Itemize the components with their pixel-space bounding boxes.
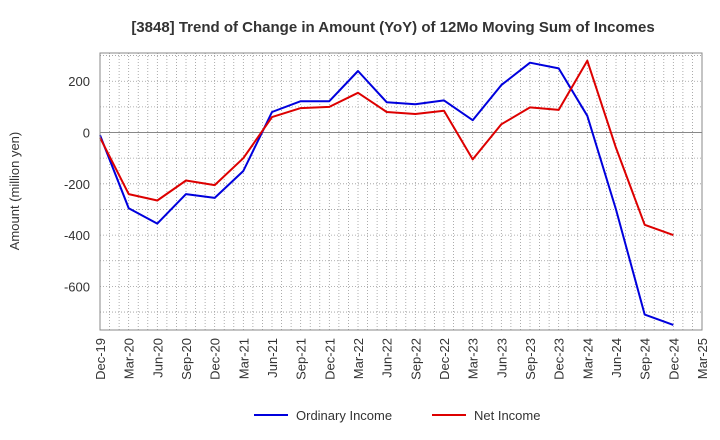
y-tick-label: -200 (64, 177, 90, 192)
x-tick-label: Sep-21 (294, 338, 309, 380)
x-tick-label: Jun-23 (494, 338, 509, 378)
x-tick-label: Mar-21 (236, 338, 251, 379)
x-tick-label: Mar-24 (580, 338, 595, 379)
series-line-ordinary-income (99, 61, 674, 326)
x-tick-label: Sep-23 (523, 338, 538, 380)
x-tick-label: Dec-24 (666, 338, 681, 380)
grid (100, 53, 702, 330)
series-lines (99, 59, 674, 326)
y-tick-label: 200 (68, 74, 90, 89)
x-tick-label: Dec-19 (93, 338, 108, 380)
x-tick-label: Dec-22 (437, 338, 452, 380)
x-tick-label: Mar-22 (351, 338, 366, 379)
x-tick-label: Sep-24 (638, 338, 653, 380)
legend: Ordinary Income Net Income (254, 408, 540, 423)
y-tick-label: -400 (64, 228, 90, 243)
x-tick-label: Jun-21 (265, 338, 280, 378)
x-tick-label: Jun-20 (150, 338, 165, 378)
y-tick-label: -600 (64, 279, 90, 294)
y-axis-ticks: 200 0 -200 -400 -600 (64, 74, 90, 294)
series-line-net-income (99, 59, 674, 237)
x-axis-ticks: Dec-19 Mar-20 Jun-20 Sep-20 Dec-20 Mar-21 Jun-… (93, 338, 710, 380)
y-axis-label: Amount (million yen) (7, 132, 22, 251)
x-tick-label: Dec-20 (208, 338, 223, 380)
x-tick-label: Dec-23 (552, 338, 567, 380)
x-tick-label: Jun-22 (380, 338, 395, 378)
legend-label: Net Income (474, 408, 540, 423)
x-tick-label: Sep-20 (179, 338, 194, 380)
legend-label: Ordinary Income (296, 408, 392, 423)
x-tick-label: Mar-23 (466, 338, 481, 379)
x-tick-label: Mar-25 (695, 338, 710, 379)
x-tick-label: Jun-24 (609, 338, 624, 378)
x-tick-label: Dec-21 (322, 338, 337, 380)
y-tick-label: 0 (83, 126, 90, 141)
x-tick-label: Mar-20 (122, 338, 137, 379)
chart-title: [3848] Trend of Change in Amount (YoY) o… (131, 19, 654, 36)
plot-frame (99, 52, 703, 331)
x-tick-label: Sep-22 (408, 338, 423, 380)
